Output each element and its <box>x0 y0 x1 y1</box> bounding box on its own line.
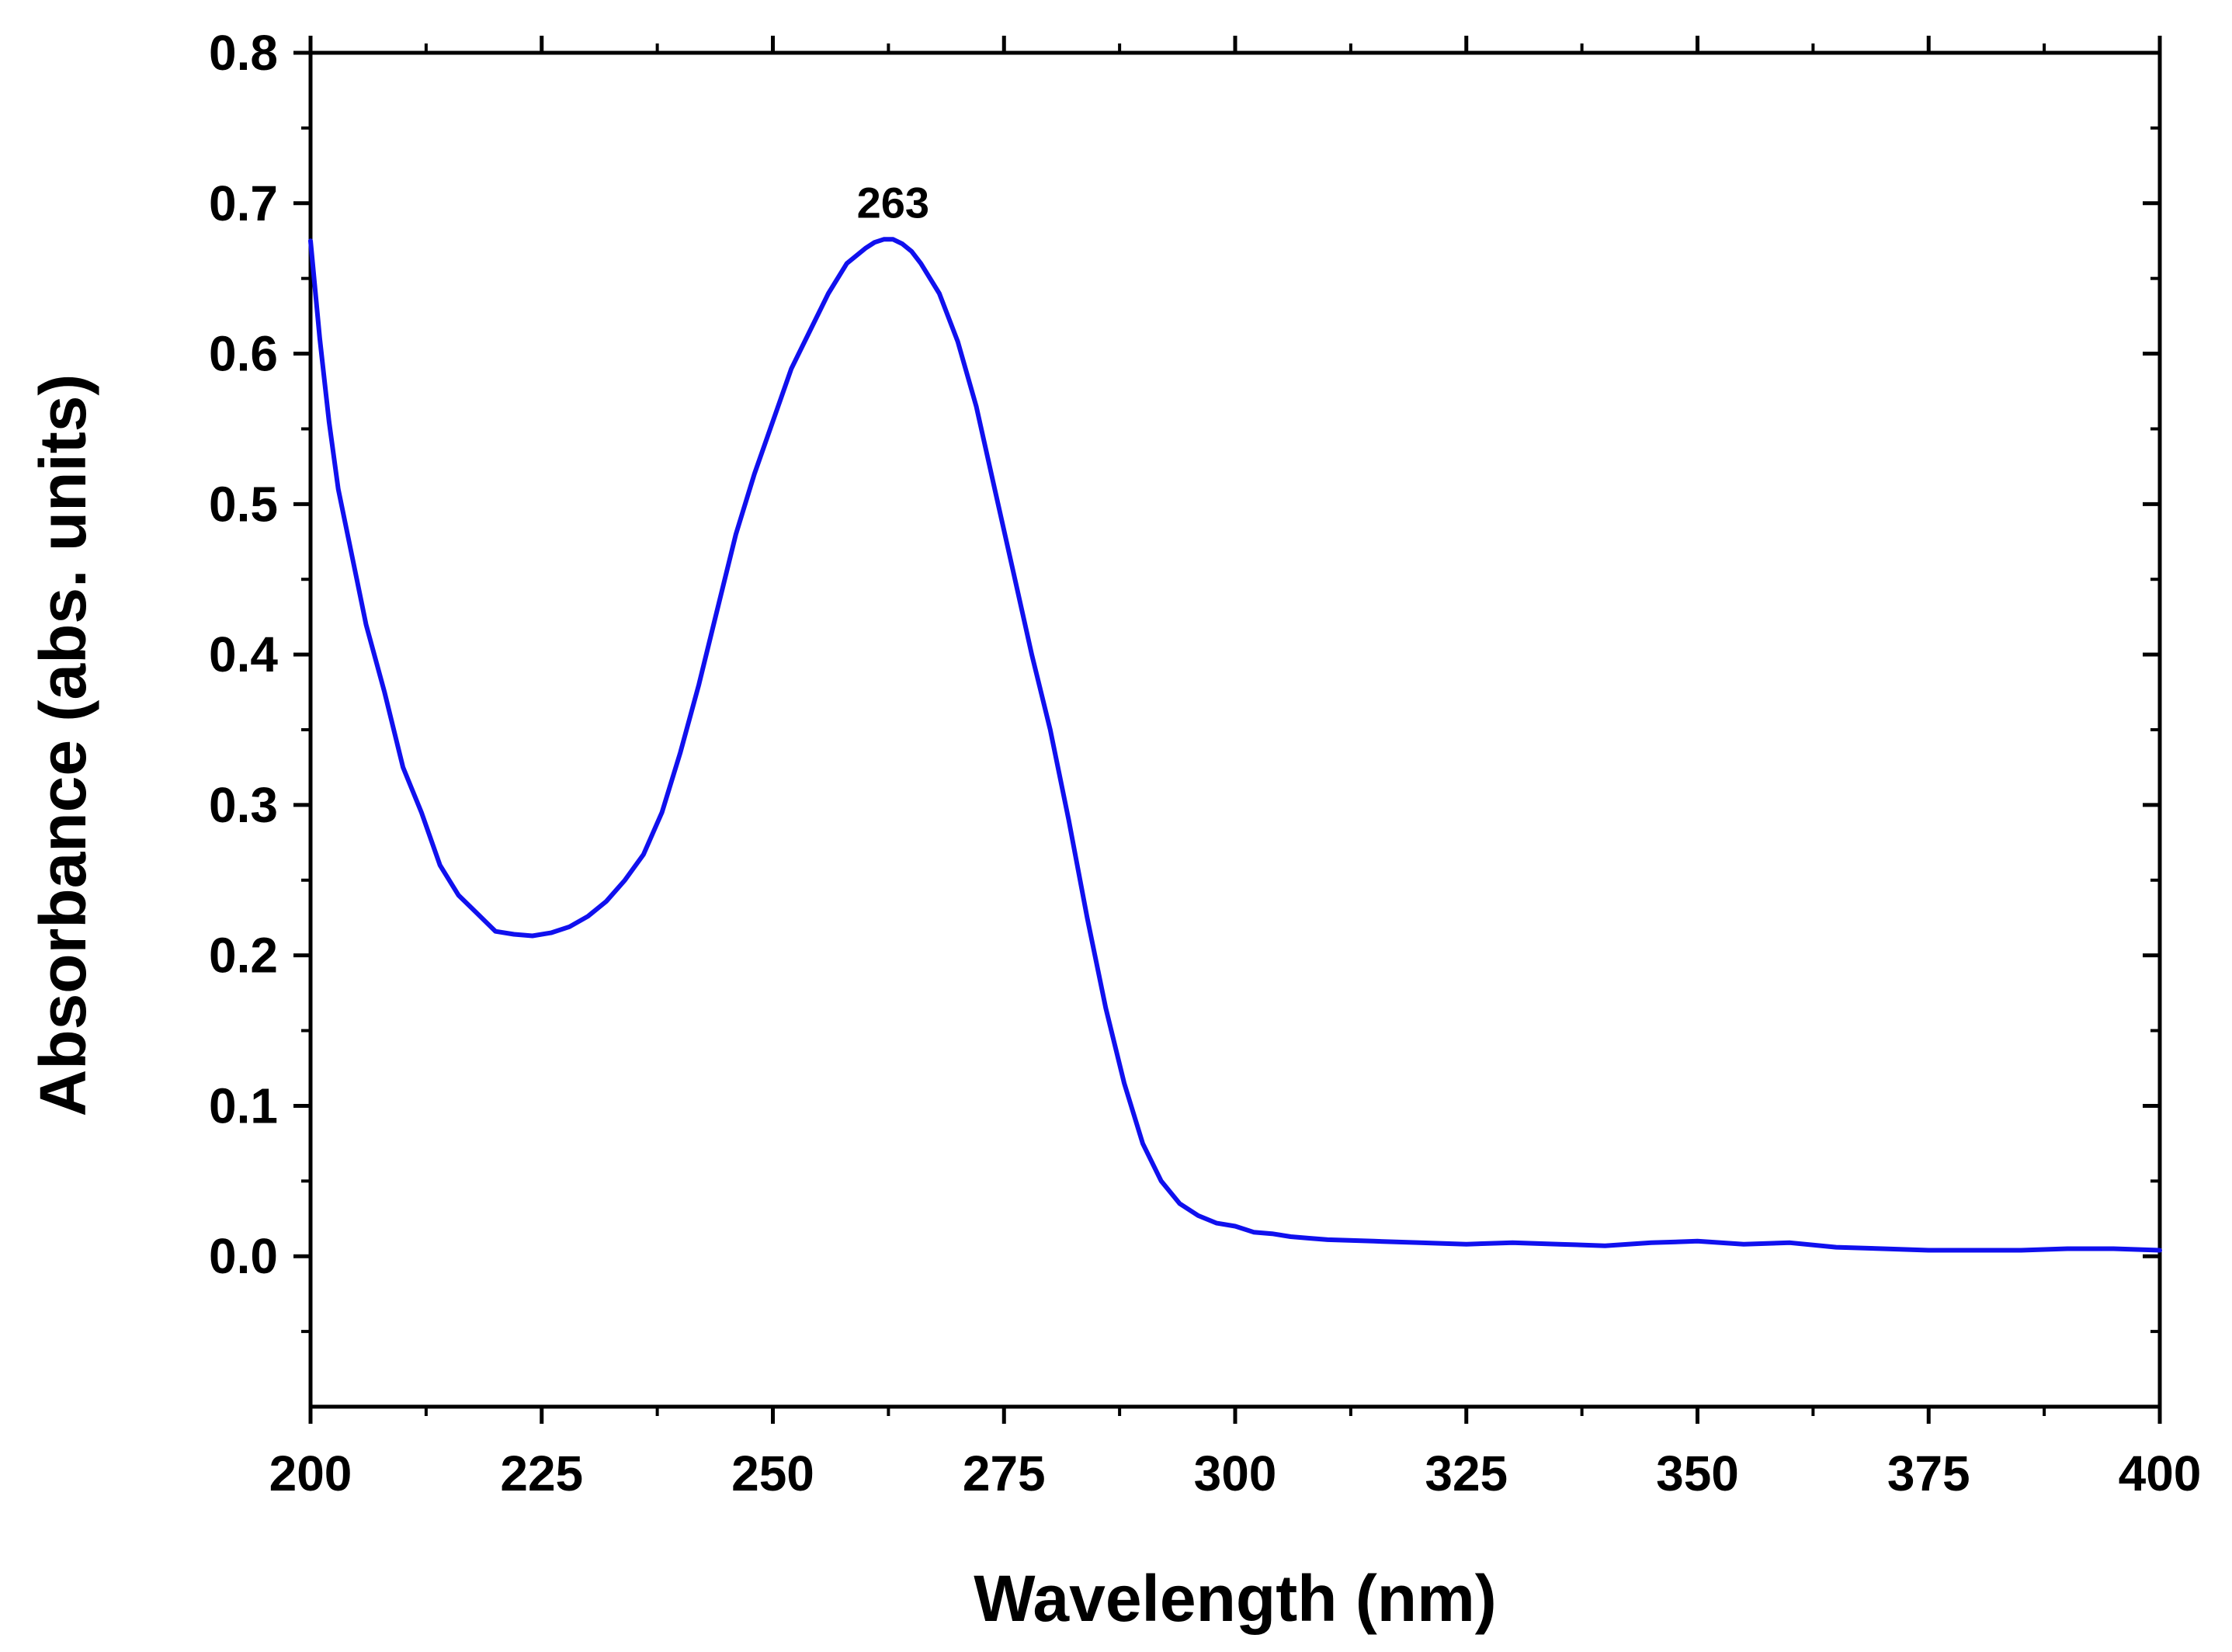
y-tick-label: 0.8 <box>209 25 278 81</box>
x-tick-label: 250 <box>731 1446 814 1501</box>
y-tick-label: 0.6 <box>209 326 278 382</box>
labels: 200 225 250 275 300 325 350 375 400 0.0 0.1 0.2 0.3 0… <box>209 25 2201 1501</box>
y-tick-label: 0.5 <box>209 476 278 532</box>
y-tick-label: 0.1 <box>209 1078 278 1133</box>
x-tick-label: 275 <box>963 1446 1046 1501</box>
y-tick-label: 0.3 <box>209 777 278 833</box>
ticks <box>293 36 2162 1424</box>
x-tick-label: 200 <box>269 1446 352 1501</box>
y-tick-label: 0.4 <box>209 626 278 682</box>
x-tick-label: 400 <box>2119 1446 2202 1501</box>
peak-annotation: 263 <box>857 178 929 227</box>
x-tick-label: 350 <box>1656 1446 1739 1501</box>
x-tick-label: 225 <box>500 1446 583 1501</box>
x-tick-label: 300 <box>1194 1446 1277 1501</box>
series <box>308 237 2162 1253</box>
x-tick-label: 325 <box>1425 1446 1508 1501</box>
y-axis-title: Absorbance (abs. units) <box>26 374 99 1117</box>
x-axis-title: Wavelength (nm) <box>974 1562 1497 1635</box>
y-tick-label: 0.7 <box>209 175 278 231</box>
x-tick-label: 375 <box>1887 1446 1970 1501</box>
absorbance-line <box>308 237 2162 1253</box>
y-tick-label: 0.2 <box>209 928 278 984</box>
y-tick-label: 0.0 <box>209 1228 278 1284</box>
